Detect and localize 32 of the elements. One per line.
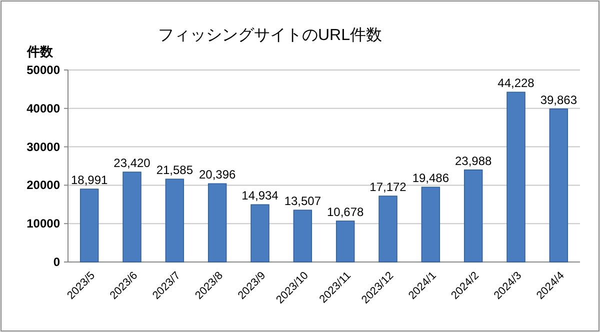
bar — [464, 169, 483, 262]
data-label: 23,988 — [454, 154, 492, 168]
data-label: 21,585 — [156, 163, 194, 178]
bar — [250, 204, 270, 262]
data-label: 20,396 — [198, 168, 236, 182]
data-label: 14,934 — [242, 188, 279, 203]
data-label: 10,678 — [326, 204, 364, 219]
data-label: 18,991 — [70, 173, 108, 188]
bar — [165, 178, 184, 262]
bar — [293, 210, 312, 262]
chart-title: フィッシングサイトのURL件数 — [158, 27, 382, 44]
data-label: 39,863 — [540, 92, 578, 107]
data-label: 44,228 — [498, 76, 535, 90]
y-tick-label: 10000 — [26, 216, 60, 231]
y-tick-label: 20000 — [26, 178, 60, 192]
bar — [122, 172, 142, 262]
y-tick-label: 40000 — [26, 101, 60, 116]
y-tick-label: 50000 — [26, 63, 60, 77]
bar — [421, 186, 440, 262]
data-label: 17,172 — [370, 180, 407, 194]
bar — [378, 196, 398, 262]
bar — [549, 108, 568, 262]
bar — [336, 220, 355, 262]
data-label: 23,420 — [114, 156, 151, 170]
bar — [208, 183, 227, 262]
y-tick-label: 30000 — [26, 140, 60, 154]
bar — [80, 188, 99, 262]
y-tick-label: 0 — [53, 255, 60, 269]
data-label: 19,486 — [412, 171, 450, 186]
y-axis-title: 件数 — [26, 44, 54, 59]
bar — [506, 92, 526, 262]
data-label: 13,507 — [284, 194, 322, 208]
